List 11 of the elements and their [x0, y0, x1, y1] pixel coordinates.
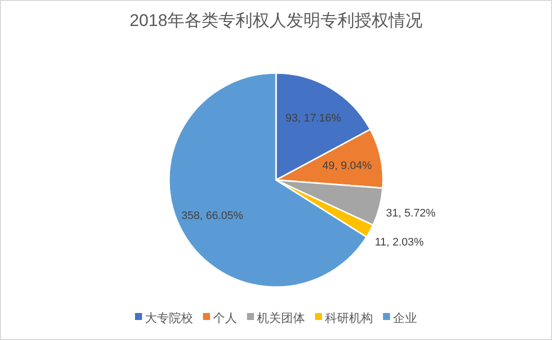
data-label: 49, 9.04%	[322, 160, 372, 172]
data-label: 93, 17.16%	[286, 112, 342, 125]
legend-label: 企业	[393, 311, 417, 325]
data-label: 11, 2.03%	[374, 236, 424, 249]
legend-label: 科研机构	[325, 311, 373, 325]
chart-title: 2018年各类专利权人发明专利授权情况	[130, 11, 422, 30]
legend-label: 大专院校	[145, 311, 193, 325]
legend-label: 个人	[213, 311, 237, 325]
data-label: 31, 5.72%	[386, 208, 436, 220]
data-label: 358, 66.05%	[181, 210, 244, 222]
legend-label: 机关团体	[257, 311, 305, 325]
